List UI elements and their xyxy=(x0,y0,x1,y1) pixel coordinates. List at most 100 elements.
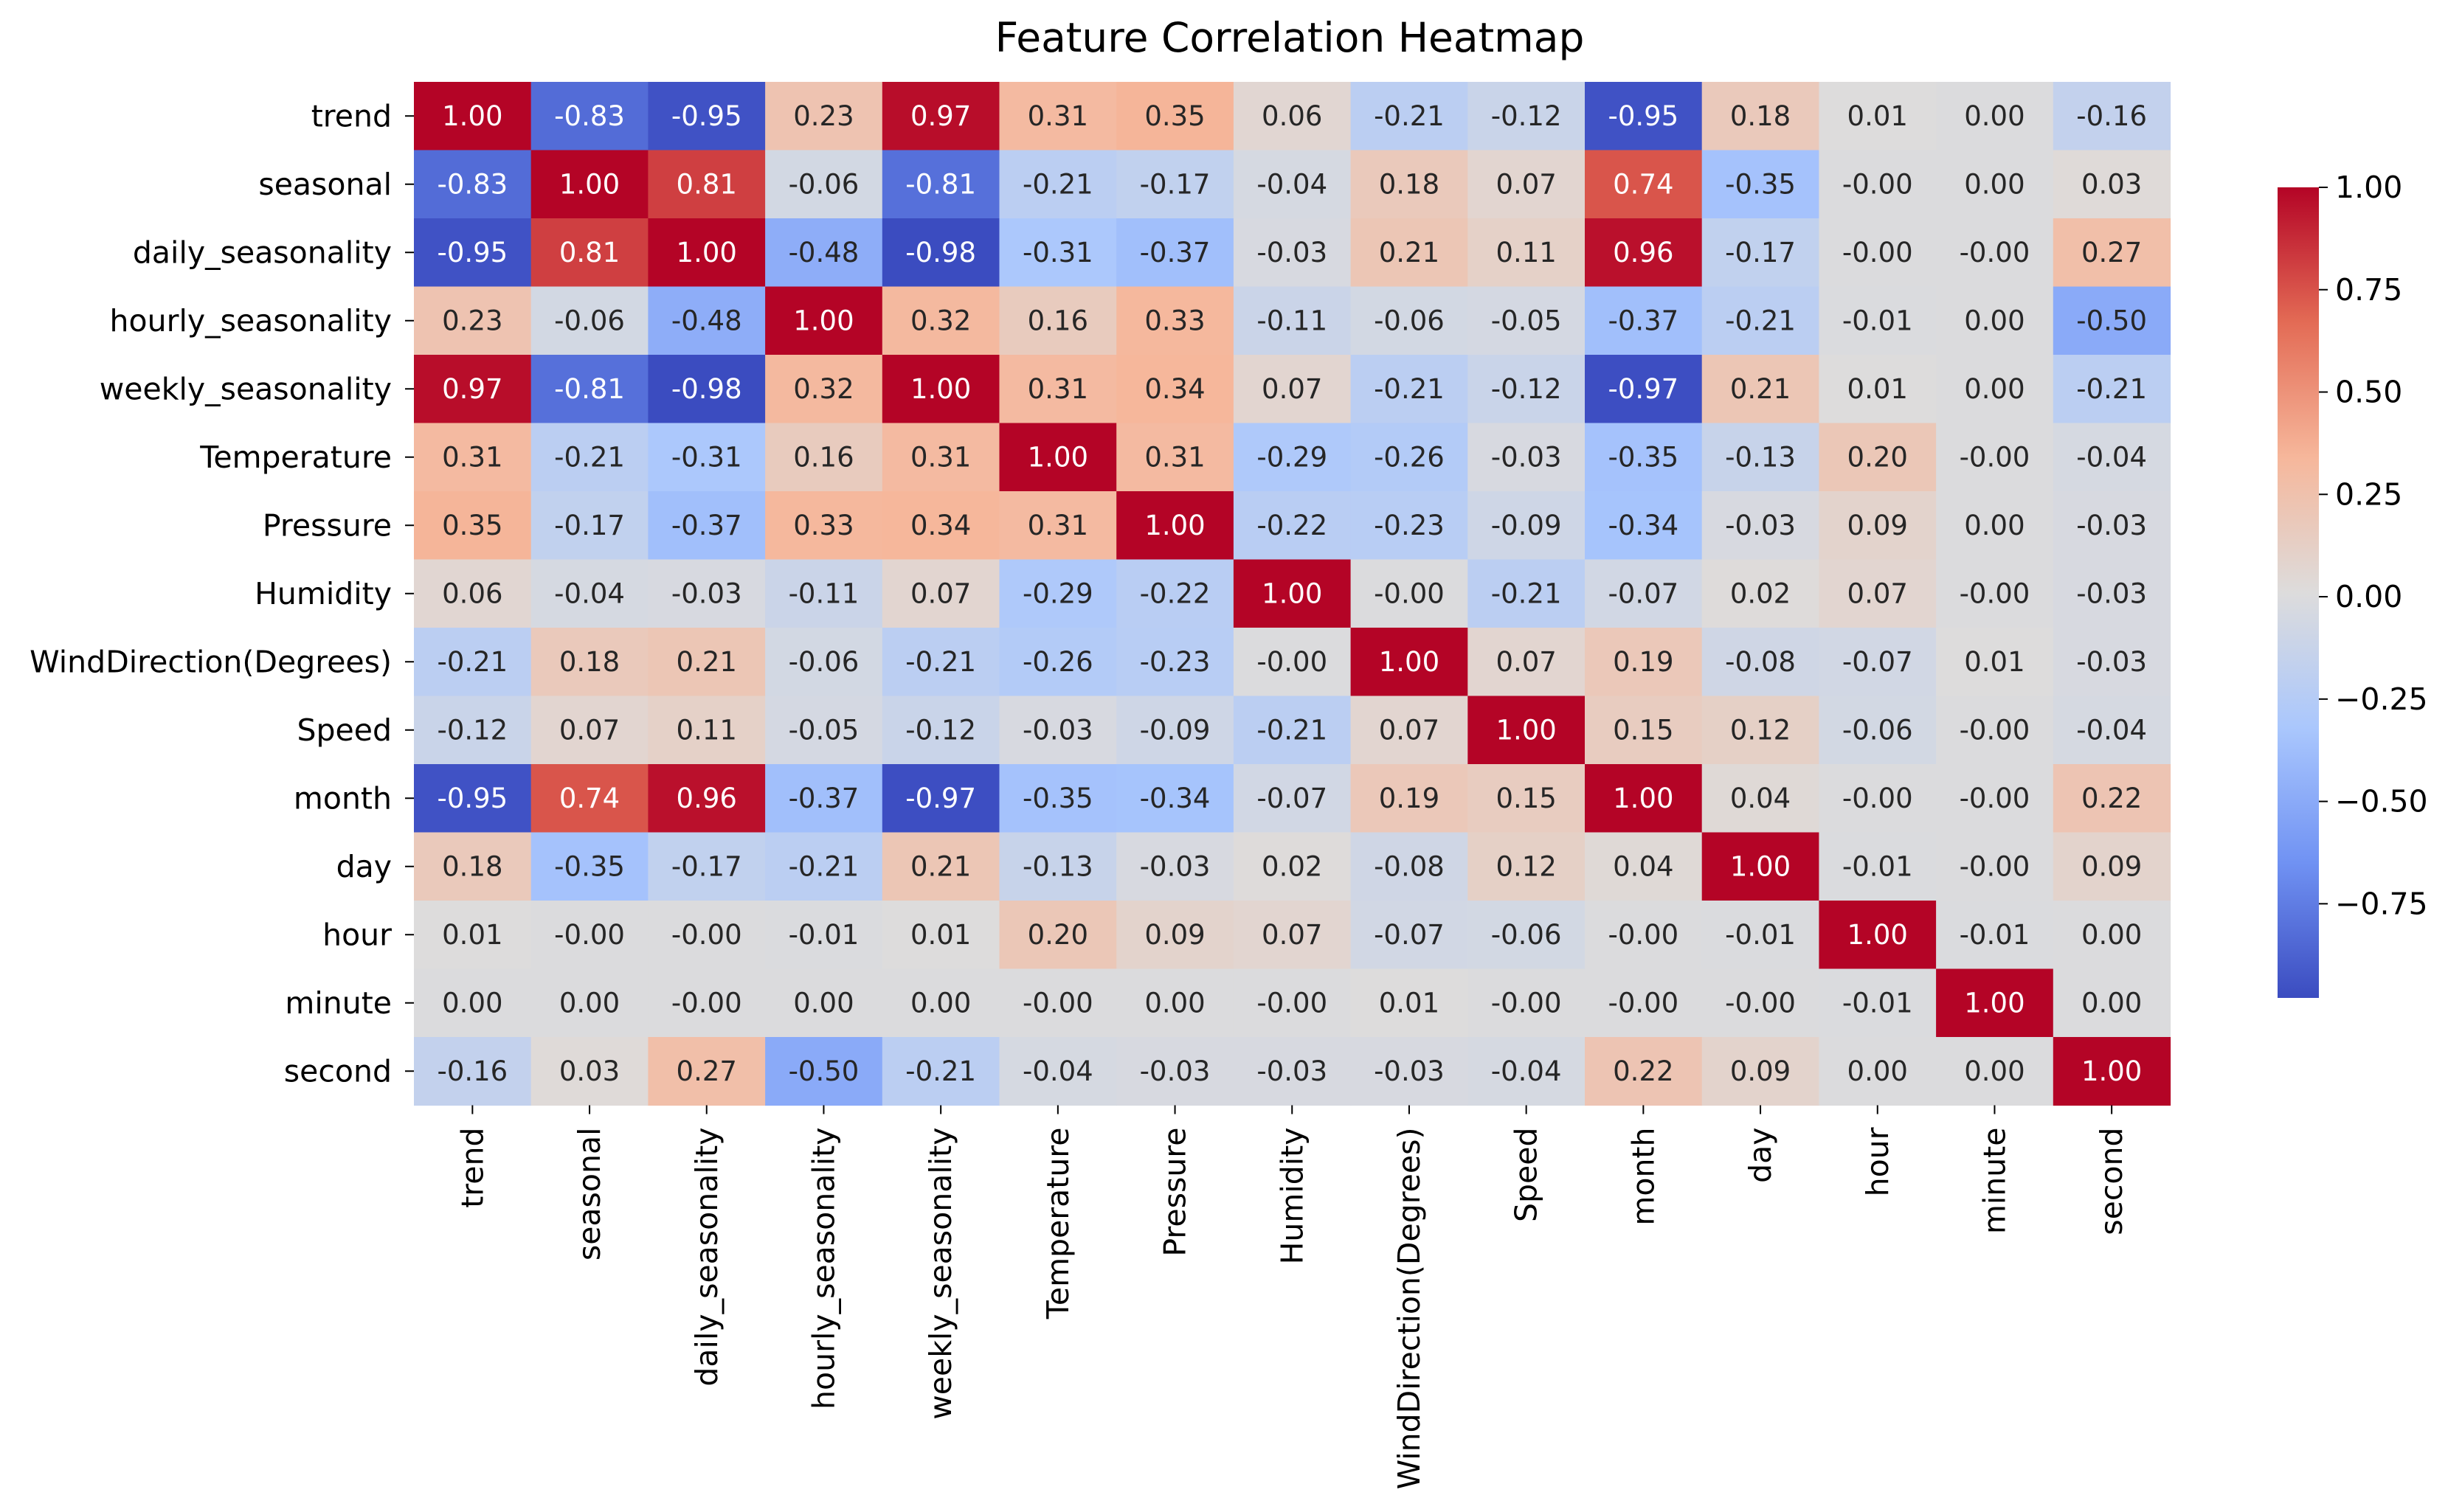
heatmap-cell xyxy=(1936,218,2054,288)
heatmap-cell xyxy=(2053,832,2171,901)
x-tick-label: Temperature xyxy=(1040,1128,1076,1320)
cell-value-label: -0.00 xyxy=(1960,441,2030,473)
cell-value-label: 0.07 xyxy=(1496,646,1556,678)
heatmap-cell xyxy=(648,1037,766,1106)
x-tick-label: Speed xyxy=(1509,1128,1544,1223)
heatmap-cell xyxy=(882,355,1000,424)
y-tick-label: hourly_seasonality xyxy=(110,303,392,339)
cell-value-label: 0.12 xyxy=(1496,850,1556,882)
heatmap-cell xyxy=(999,82,1117,151)
cell-value-label: -0.03 xyxy=(1256,1055,1327,1087)
y-tick-label: day xyxy=(336,849,392,884)
colorbar-tick-label: 0.75 xyxy=(2335,272,2402,308)
cell-value-label: 0.21 xyxy=(1730,373,1791,405)
cell-value-label: 0.01 xyxy=(1847,373,1908,405)
cell-value-label: -0.00 xyxy=(1960,714,2030,746)
heatmap-cell xyxy=(1350,696,1468,765)
heatmap-cell xyxy=(765,832,883,901)
cell-value-label: 0.09 xyxy=(1730,1055,1791,1087)
heatmap-cell xyxy=(1233,559,1352,628)
heatmap-cell xyxy=(530,559,649,628)
heatmap-cell xyxy=(648,559,766,628)
heatmap-cell xyxy=(1233,82,1352,151)
heatmap-cell xyxy=(530,832,649,901)
heatmap-cell xyxy=(1936,764,2054,833)
cell-value-label: -0.11 xyxy=(1256,305,1327,336)
heatmap-cell xyxy=(1467,832,1586,901)
cell-value-label: -0.05 xyxy=(789,714,860,746)
heatmap-cell xyxy=(765,491,883,561)
cell-value-label: 1.00 xyxy=(1144,510,1205,541)
x-tick-labels: trend seasonal daily_seasonality hourly_sea… xyxy=(454,1105,2129,1489)
heatmap-cell xyxy=(1819,968,1937,1038)
heatmap-cell xyxy=(414,628,532,697)
cell-value-label: 0.00 xyxy=(1964,168,2025,200)
cell-value-label: 0.20 xyxy=(1847,441,1908,473)
cell-value-label: -0.00 xyxy=(1842,783,1913,814)
heatmap-cell xyxy=(1116,696,1234,765)
heatmap-cell xyxy=(648,491,766,561)
cell-value-label: -0.26 xyxy=(1374,441,1445,473)
cell-value-label: -0.12 xyxy=(1491,373,1562,405)
heatmap-cell xyxy=(765,559,883,628)
cell-value-label: -0.37 xyxy=(789,783,860,814)
cell-value-label: 0.19 xyxy=(1379,783,1439,814)
cell-value-label: -0.16 xyxy=(2076,100,2147,132)
x-tick-label: hour xyxy=(1860,1127,1895,1196)
cell-value-label: 0.00 xyxy=(1847,1055,1908,1087)
heatmap-cell xyxy=(1701,764,1819,833)
cell-value-label: 0.16 xyxy=(793,441,854,473)
cell-value-label: 0.18 xyxy=(559,646,620,678)
heatmap-cell xyxy=(1585,218,1703,288)
cell-value-label: 0.20 xyxy=(1028,919,1088,951)
cell-value-label: 1.00 xyxy=(1496,714,1556,746)
heatmap-cell xyxy=(2053,696,2171,765)
cell-value-label: 0.18 xyxy=(442,850,502,882)
cell-value-label: -0.07 xyxy=(1842,646,1913,678)
cell-value-label: 0.31 xyxy=(1028,373,1088,405)
heatmap-cell xyxy=(1585,355,1703,424)
heatmap-cell xyxy=(414,559,532,628)
heatmap-cell xyxy=(1116,82,1234,151)
cell-value-label: 0.07 xyxy=(1847,578,1908,609)
heatmap-cell xyxy=(999,968,1117,1038)
cell-value-label: -0.00 xyxy=(1960,783,2030,814)
cell-value-label: 0.01 xyxy=(910,919,971,951)
heatmap-cell xyxy=(882,764,1000,833)
cell-value-label: -0.06 xyxy=(1491,919,1562,951)
heatmap-cell xyxy=(414,218,532,288)
heatmap-cell xyxy=(1701,423,1819,492)
heatmap-cell xyxy=(1936,968,2054,1038)
cell-value-label: -0.12 xyxy=(905,714,976,746)
cell-value-label: 0.74 xyxy=(1613,168,1673,200)
heatmap-cell xyxy=(1819,696,1937,765)
cell-value-label: 1.00 xyxy=(1730,850,1791,882)
cell-value-label: -0.11 xyxy=(789,578,860,609)
heatmap-cell xyxy=(1467,559,1586,628)
heatmap-cell xyxy=(1585,150,1703,219)
x-tick-label: hourly_seasonality xyxy=(806,1128,841,1409)
x-tick-label: Pressure xyxy=(1158,1128,1193,1257)
heatmap-cell xyxy=(1936,832,2054,901)
y-tick-label: month xyxy=(294,780,392,816)
heatmap-cell xyxy=(1936,150,2054,219)
cell-value-label: 0.34 xyxy=(910,510,971,541)
cell-value-label: 1.00 xyxy=(910,373,971,405)
cell-value-label: -0.06 xyxy=(789,168,860,200)
heatmap-cell xyxy=(2053,491,2171,561)
cell-value-label: 0.19 xyxy=(1613,646,1673,678)
heatmap-cell xyxy=(1350,764,1468,833)
heatmap-cell xyxy=(1936,286,2054,356)
heatmap-cell xyxy=(1233,355,1352,424)
cell-value-label: -0.07 xyxy=(1256,783,1327,814)
heatmap-cell xyxy=(1585,491,1703,561)
cell-value-label: -0.83 xyxy=(437,168,508,200)
cell-value-label: 1.00 xyxy=(2081,1055,2142,1087)
heatmap-cell xyxy=(1233,832,1352,901)
heatmap-cell xyxy=(2053,423,2171,492)
cell-value-label: -0.04 xyxy=(1256,168,1327,200)
cell-value-label: 0.15 xyxy=(1496,783,1556,814)
cell-value-label: -0.48 xyxy=(789,237,860,268)
cell-value-label: 0.00 xyxy=(2081,987,2142,1019)
heatmap-cell xyxy=(1936,1037,2054,1106)
